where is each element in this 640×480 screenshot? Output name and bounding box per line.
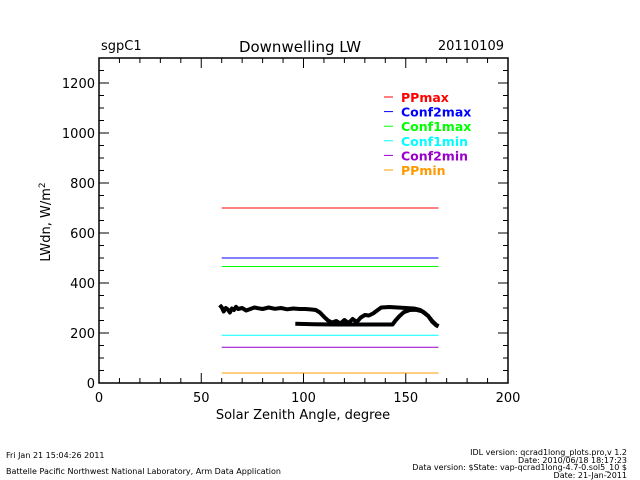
data-series — [218, 303, 440, 329]
footer-data-date: Date: 21-Jan-2011 — [554, 471, 627, 480]
axes: 0 50 100 150 200 0 200 400 600 800 1000 1200 — [62, 57, 521, 406]
footer-timestamp: Fri Jan 21 15:04:26 2011 — [6, 451, 105, 460]
limit-lines — [221, 207, 439, 374]
legend-label: Conf1min — [401, 134, 468, 149]
legend-label: Conf2max — [401, 105, 471, 120]
y-axis-label-superscript: 2 — [38, 182, 48, 188]
y-axis-label-text: LWdn, W/m — [39, 188, 54, 262]
x-tick-label: 100 — [291, 391, 316, 406]
x-tick-label: 200 — [496, 391, 521, 406]
footer-idl-version: IDL version: qcrad1long_plots.pro,v 1.2 — [470, 448, 627, 457]
y-tick-label: 1200 — [62, 77, 95, 92]
y-tick-label: 400 — [70, 277, 95, 292]
lwdn-data-line — [218, 303, 440, 328]
x-axis-label: Solar Zenith Angle, degree — [216, 408, 390, 423]
legend-label: Conf1max — [401, 119, 471, 134]
legend-label: PPmin — [401, 163, 446, 178]
date-label: 20110109 — [438, 39, 504, 54]
x-tick-label: 0 — [95, 391, 103, 406]
x-tick-label: 150 — [393, 391, 418, 406]
chart-title: Downwelling LW — [239, 38, 361, 56]
y-tick-label: 1000 — [62, 127, 95, 142]
legend-label: PPmax — [401, 90, 449, 105]
footer-idl-date: Date: 2010/06/18 18:17:23 — [518, 456, 627, 465]
site-label: sgpC1 — [101, 39, 142, 54]
y-tick-label: 800 — [70, 177, 95, 192]
y-tick-label: 600 — [70, 227, 95, 242]
footer-institution: Battelle Pacific Northwest National Labo… — [6, 467, 281, 476]
x-tick-label: 50 — [193, 391, 210, 406]
y-tick-label: 0 — [87, 377, 95, 392]
y-axis-label: LWdn, W/m2 — [38, 182, 54, 261]
footer-data-version: Data version: $State: vap-qcrad1long-4.7… — [412, 463, 627, 472]
y-tick-label: 200 — [70, 327, 95, 342]
legend: PPmaxConf2maxConf1maxConf1minConf2minPPm… — [384, 90, 471, 178]
legend-label: Conf2min — [401, 148, 468, 163]
